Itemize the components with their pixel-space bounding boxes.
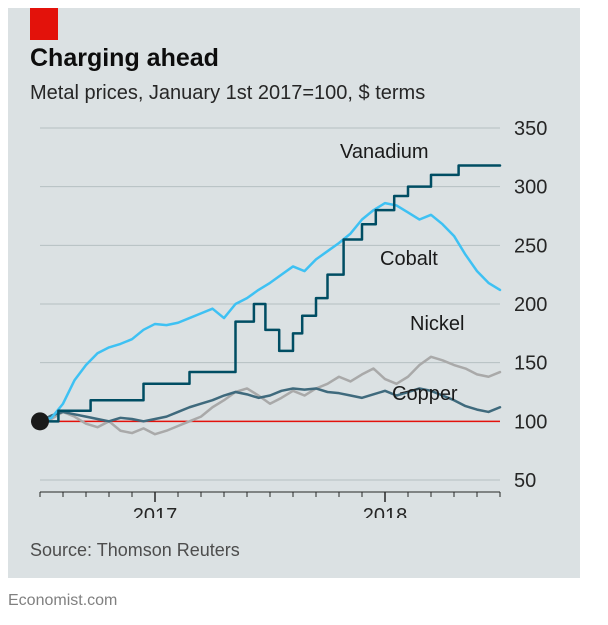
- chart-svg: 50 100 150 200 250 300 350 2017 2018: [30, 118, 550, 518]
- svg-text:250: 250: [514, 235, 547, 257]
- watermark: Economist.com: [8, 592, 117, 610]
- chart-subtitle: Metal prices, January 1st 2017=100, $ te…: [30, 82, 425, 105]
- chart-card: Charging ahead Metal prices, January 1st…: [8, 8, 580, 578]
- svg-text:150: 150: [514, 353, 547, 375]
- plot-area: 5010015020025030035020172018 VanadiumCob…: [30, 118, 550, 498]
- chart-source: Source: Thomson Reuters: [30, 540, 240, 561]
- series-label-copper: Copper: [392, 383, 458, 406]
- svg-text:2018: 2018: [363, 505, 408, 518]
- svg-text:50: 50: [514, 470, 536, 492]
- svg-text:300: 300: [514, 177, 547, 199]
- chart-title: Charging ahead: [30, 44, 219, 73]
- svg-text:100: 100: [514, 411, 547, 433]
- series-label-nickel: Nickel: [410, 313, 464, 336]
- series-label-vanadium: Vanadium: [340, 141, 429, 164]
- series-label-cobalt: Cobalt: [380, 248, 438, 271]
- svg-text:200: 200: [514, 294, 547, 316]
- svg-text:350: 350: [514, 118, 547, 140]
- accent-tab: [30, 8, 58, 40]
- svg-text:2017: 2017: [133, 505, 178, 518]
